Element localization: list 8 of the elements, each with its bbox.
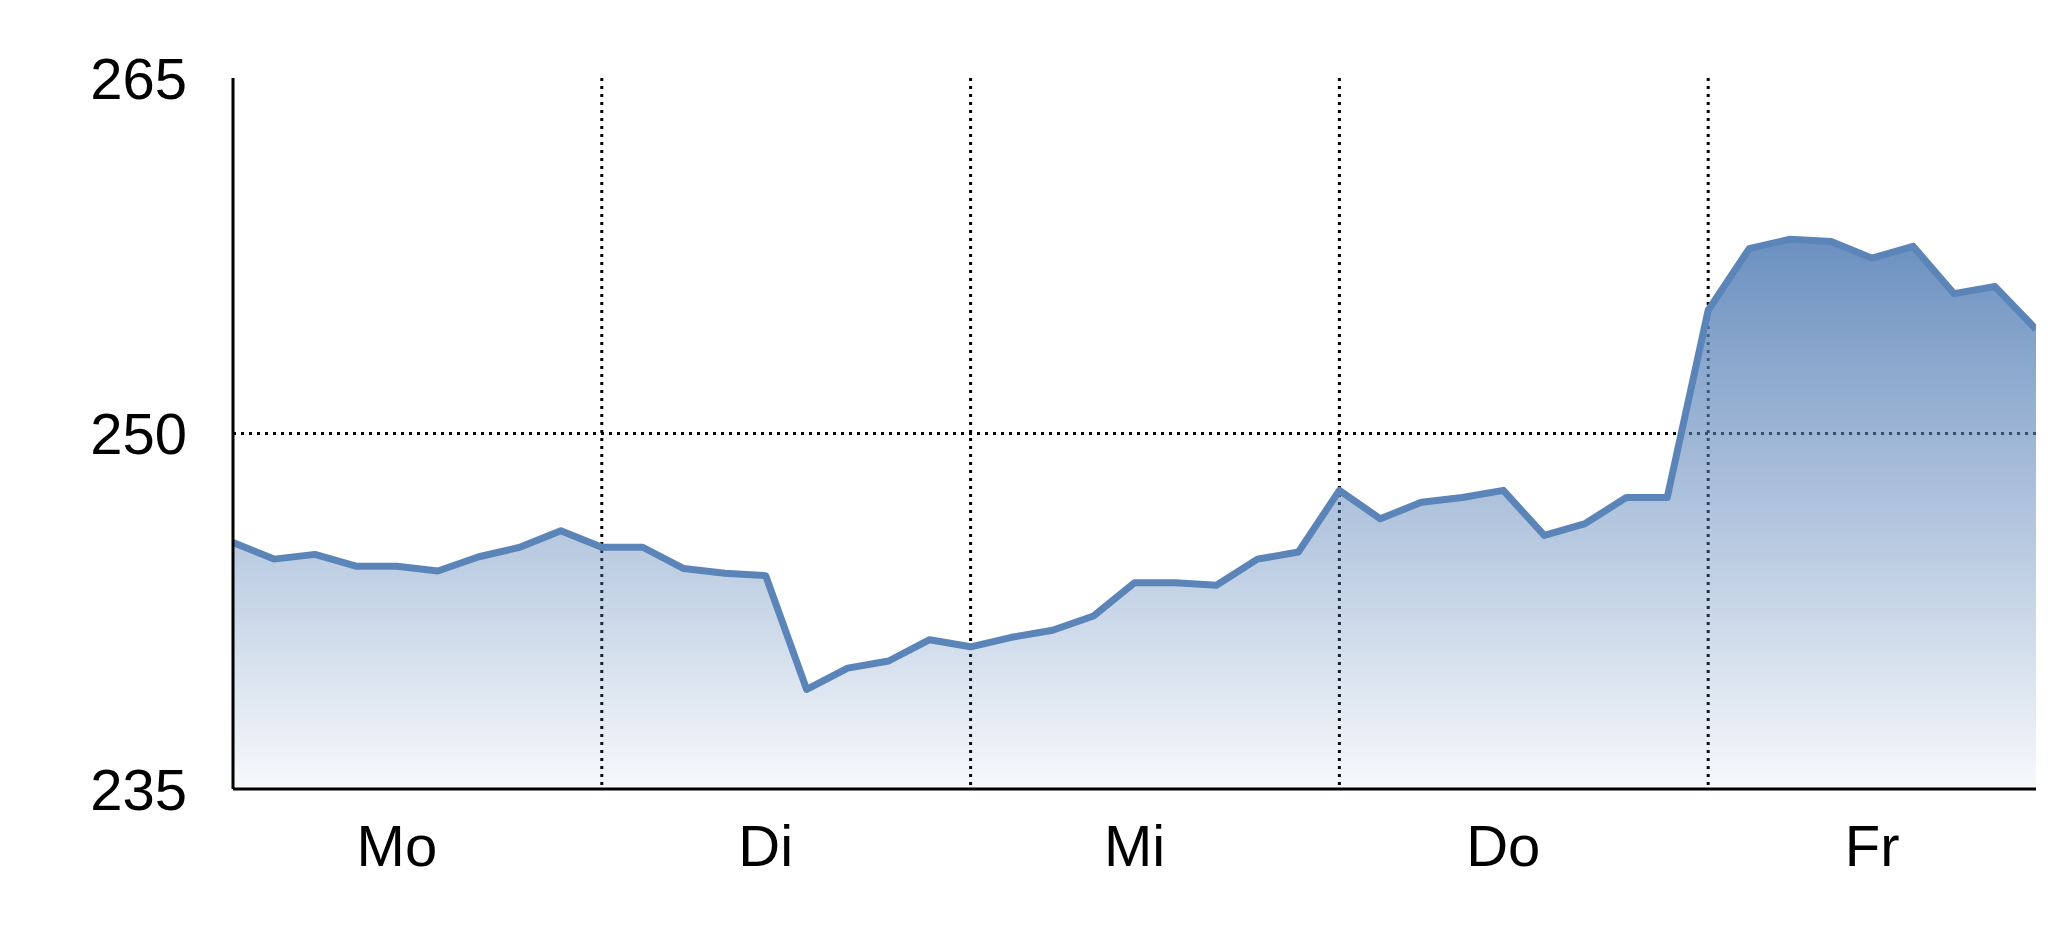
x-tick-label: Do — [1466, 813, 1541, 879]
x-tick-label: Di — [738, 813, 794, 879]
x-tick-label: Fr — [1844, 813, 1900, 879]
y-tick-label: 265 — [90, 45, 187, 111]
y-tick-label: 235 — [90, 756, 187, 822]
x-tick-label: Mi — [1103, 813, 1166, 879]
y-tick-label: 250 — [90, 401, 187, 467]
x-tick-label: Mo — [356, 813, 438, 879]
